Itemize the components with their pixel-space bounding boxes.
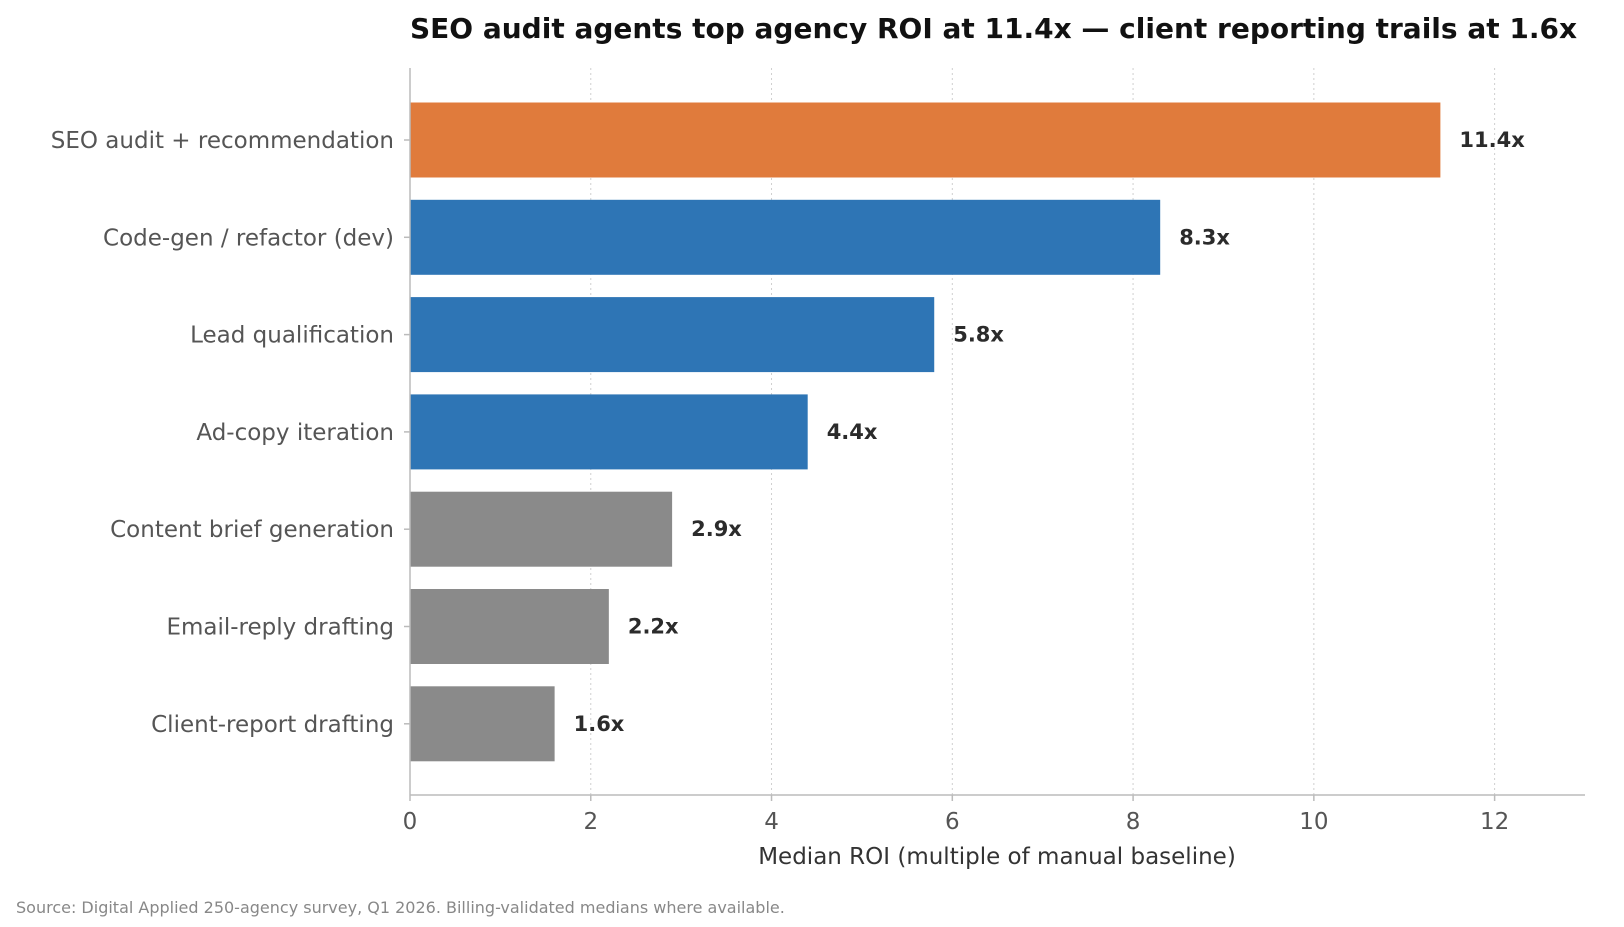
bar-value-label: 5.8x (953, 323, 1004, 347)
bar (410, 491, 673, 567)
bar-value-label: 1.6x (574, 712, 625, 736)
bar (410, 589, 609, 664)
category-label: SEO audit + recommendation (51, 128, 394, 154)
bars: SEO audit + recommendation 11.4x Code-gen … (51, 102, 1525, 762)
category-label: Client-report drafting (151, 712, 394, 738)
bar-value-label: 2.2x (628, 615, 679, 639)
bar (410, 394, 808, 470)
bar (410, 102, 1441, 178)
bar-value-label: 2.9x (691, 517, 742, 541)
x-tick-label: 0 (403, 809, 418, 835)
x-tick-label: 8 (1126, 809, 1141, 835)
bar (410, 199, 1161, 275)
category-label: Ad-copy iteration (196, 420, 394, 446)
bar-value-label: 11.4x (1459, 128, 1525, 152)
grid-lines (590, 68, 1496, 795)
category-label: Content brief generation (110, 517, 394, 543)
x-tick-label: 4 (764, 809, 779, 835)
category-label: Email-reply drafting (166, 615, 394, 641)
x-ticks: 0 2 4 6 8 10 12 (403, 139, 1509, 835)
bar (410, 686, 555, 762)
x-axis-title: Median ROI (multiple of manual baseline) (758, 844, 1236, 870)
chart-title: SEO audit agents top agency ROI at 11.4x… (410, 12, 1577, 45)
x-tick-label: 10 (1299, 809, 1328, 835)
bar-value-label: 4.4x (827, 420, 878, 444)
x-tick-label: 12 (1480, 809, 1509, 835)
source-note: Source: Digital Applied 250-agency surve… (16, 898, 785, 917)
category-label: Code-gen / refactor (dev) (103, 225, 394, 251)
bar-value-label: 8.3x (1179, 225, 1230, 249)
x-tick-label: 2 (583, 809, 598, 835)
bar (410, 297, 935, 373)
category-label: Lead qualification (190, 323, 394, 349)
x-tick-label: 6 (945, 809, 960, 835)
